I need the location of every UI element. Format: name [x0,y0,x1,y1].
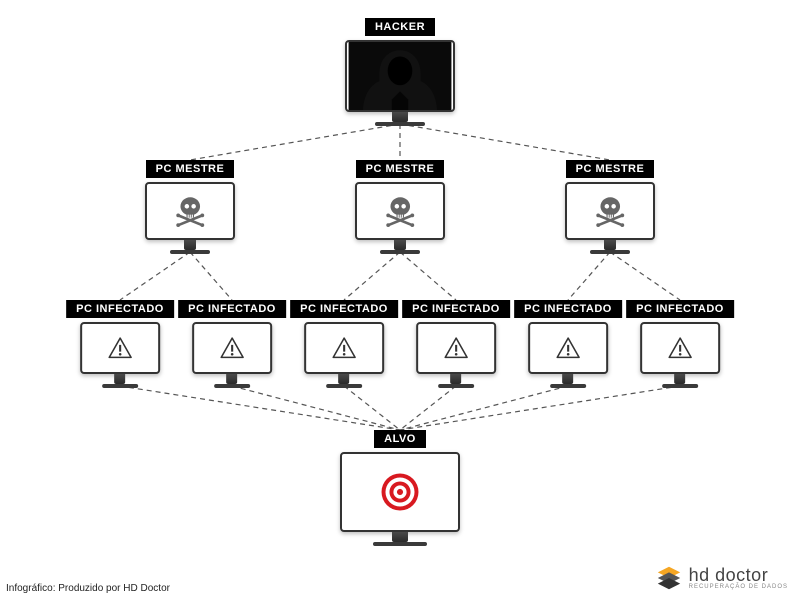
monitor-base [170,250,211,254]
node-label: PC INFECTADO [514,300,622,318]
hacker-icon [345,40,455,112]
target-icon [340,452,460,532]
warning-icon [192,322,272,374]
node-label: PC INFECTADO [290,300,398,318]
monitor-base [375,122,425,126]
diagram-stage: HACKER PC MESTRE PC MESTRE [0,0,800,600]
node-master1: PC MESTRE [145,160,235,254]
edge [610,252,680,300]
node-label: PC INFECTADO [66,300,174,318]
edge [400,386,568,430]
node-hacker: HACKER [345,18,455,126]
monitor-stand [604,240,617,250]
node-label: PC MESTRE [356,160,445,178]
node-label: PC INFECTADO [178,300,286,318]
monitor-stand [338,374,349,384]
warning-icon [640,322,720,374]
node-inf1: PC INFECTADO [66,300,174,388]
monitor-base [438,384,474,388]
node-inf2: PC INFECTADO [178,300,286,388]
edge [344,252,400,300]
monitor [355,182,445,254]
monitor-base [590,250,631,254]
monitor-stand [562,374,573,384]
edge [190,252,232,300]
brand-block: hd doctor RECUPERAÇÃO DE DADOS [655,564,788,592]
monitor [192,322,272,388]
monitor-base [214,384,250,388]
footer-credit: Infográfico: Produzido por HD Doctor [6,583,170,594]
edge [344,386,400,430]
edge [400,124,610,160]
edge [120,386,400,430]
node-inf5: PC INFECTADO [514,300,622,388]
monitor-stand [392,532,409,542]
brand-logo-icon [655,564,683,592]
node-inf4: PC INFECTADO [402,300,510,388]
monitor [145,182,235,254]
node-label: ALVO [374,430,426,448]
node-target: ALVO [340,430,460,546]
monitor-stand [226,374,237,384]
edge [400,386,456,430]
node-label: PC MESTRE [566,160,655,178]
monitor-stand [392,112,407,122]
node-inf3: PC INFECTADO [290,300,398,388]
edge [120,252,190,300]
skull-icon [355,182,445,240]
skull-icon [565,182,655,240]
edge [568,252,610,300]
node-label: PC INFECTADO [402,300,510,318]
monitor [345,40,455,126]
monitor-base [373,542,427,546]
monitor-stand [184,240,197,250]
monitor-stand [450,374,461,384]
brand-subtitle: RECUPERAÇÃO DE DADOS [689,584,788,590]
monitor-base [102,384,138,388]
monitor [565,182,655,254]
monitor [416,322,496,388]
warning-icon [528,322,608,374]
brand-name: hd doctor [689,566,788,584]
monitor-stand [114,374,125,384]
monitor [528,322,608,388]
node-master3: PC MESTRE [565,160,655,254]
monitor [80,322,160,388]
node-label: PC INFECTADO [626,300,734,318]
monitor-base [326,384,362,388]
monitor [304,322,384,388]
node-label: PC MESTRE [146,160,235,178]
node-label: HACKER [365,18,435,36]
edge [400,252,456,300]
edge [400,386,680,430]
monitor-base [550,384,586,388]
warning-icon [416,322,496,374]
node-master2: PC MESTRE [355,160,445,254]
warning-icon [304,322,384,374]
edge [232,386,400,430]
monitor-stand [674,374,685,384]
warning-icon [80,322,160,374]
monitor-base [380,250,421,254]
monitor-stand [394,240,407,250]
edge [190,124,400,160]
monitor-base [662,384,698,388]
monitor [640,322,720,388]
skull-icon [145,182,235,240]
node-inf6: PC INFECTADO [626,300,734,388]
monitor [340,452,460,546]
